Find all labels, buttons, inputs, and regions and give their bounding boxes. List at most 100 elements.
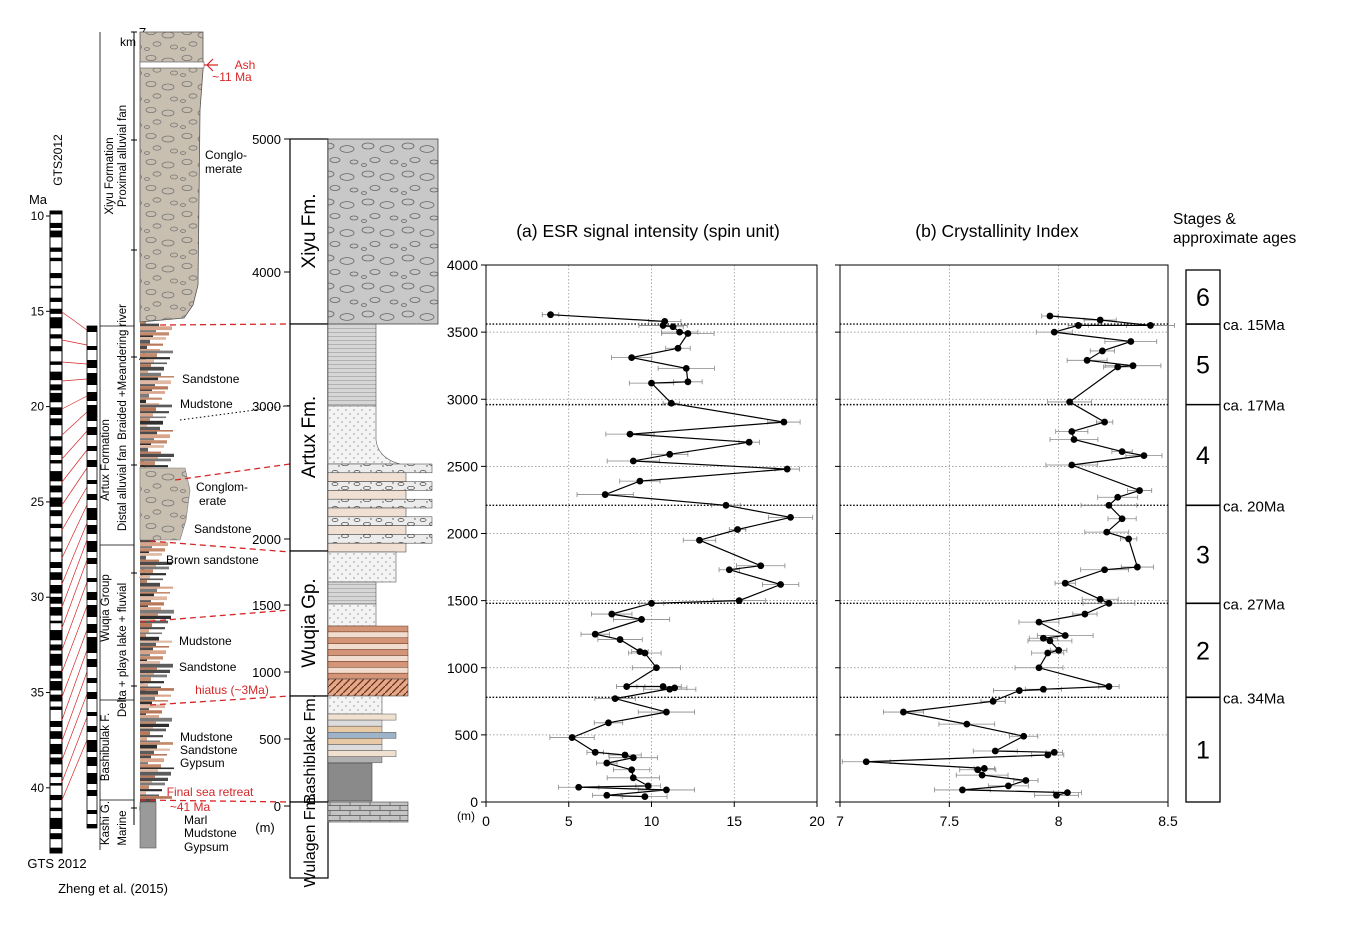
- data-point: [1068, 428, 1076, 435]
- data-point: [1105, 683, 1113, 690]
- data-point: [1114, 493, 1122, 501]
- lithology-stripe: [140, 389, 152, 392]
- chart-esr: (a) ESR signal intensity (spin unit) 0 5 1…: [447, 221, 825, 829]
- formation-wuqia: Wuqia Gp.: [299, 578, 320, 667]
- data-point: [745, 438, 753, 446]
- label-delta-playa-fluvial: Delta + playa lake + fluvial: [117, 583, 129, 717]
- lithology-stripe: [140, 539, 155, 543]
- bashiblake-bed: [327, 738, 383, 745]
- lithology-stripe: [140, 586, 173, 589]
- gts-normal-chron: [50, 743, 62, 755]
- correlation-line: [61, 378, 88, 382]
- lith-mudstone-1: Mudstone: [180, 397, 233, 411]
- data-point: [989, 697, 997, 705]
- conglomerate-bed: [327, 534, 433, 544]
- bashiblake-bed: [327, 756, 383, 764]
- data-point: [1004, 782, 1012, 790]
- lith-mudstone-2: Mudstone: [179, 634, 232, 648]
- data-point: [1118, 515, 1126, 523]
- mid-artux-conglomerate-stack: [327, 463, 433, 553]
- conglomerate-bed: [327, 498, 433, 509]
- gts-normal-chron: [50, 346, 62, 352]
- lithology-stripe: [140, 345, 147, 349]
- magneto-normal-zone: [87, 637, 97, 653]
- data-point: [603, 759, 611, 767]
- label-wuqia-group: Wuqia Group: [100, 574, 112, 642]
- lithology-stripe: [140, 559, 159, 562]
- gts-normal-chron: [50, 644, 62, 651]
- brown-sandstone-bed: [327, 631, 409, 639]
- gts-normal-chron: [50, 317, 62, 329]
- mid-depth-label: 1500: [252, 598, 281, 613]
- chart-esr-title: (a) ESR signal intensity (spin unit): [516, 221, 780, 241]
- y-tick-label: 1500: [447, 593, 478, 609]
- artux-conglomerate-lens: [139, 467, 191, 541]
- lithology-stripe: [140, 404, 172, 408]
- gts-tick-label: 30: [31, 590, 45, 604]
- lithology-stripe: [140, 674, 167, 678]
- data-point: [1035, 618, 1043, 626]
- lithology-stripe: [140, 728, 166, 732]
- xiyu-conglomerate-body: [139, 31, 204, 323]
- lithology-stripe: [140, 798, 156, 803]
- magneto-normal-zone: [87, 525, 97, 534]
- magneto-normal-zone: [87, 541, 97, 552]
- lithology-stripe: [140, 372, 161, 376]
- mid-depth-label: 5000: [252, 132, 281, 147]
- y-axis-unit: (m): [457, 809, 475, 823]
- lithology-stripe: [140, 607, 161, 610]
- lithology-stripe: [140, 789, 162, 792]
- lithology-stripe: [140, 592, 170, 594]
- gts-normal-chron: [50, 772, 62, 778]
- stage-column-frame: [1185, 269, 1221, 803]
- gts-tick-label: 40: [31, 781, 45, 795]
- conglomerate-bed: [327, 542, 407, 553]
- data-point: [1068, 461, 1076, 469]
- bashiblake-bed: [327, 732, 397, 739]
- y-tick-label: 4000: [447, 257, 478, 273]
- brown-sandstone-bed: [327, 637, 409, 644]
- gts-normal-chron: [50, 211, 62, 215]
- gts-normal-chron: [50, 334, 62, 339]
- lithology-stripe: [140, 754, 167, 756]
- data-point: [1053, 791, 1060, 799]
- lithology-stripe: [140, 434, 170, 439]
- y-tick-label: 3000: [447, 391, 478, 407]
- correlation-line: [61, 739, 88, 801]
- correlation-line: [61, 486, 88, 531]
- correlation-line: [61, 504, 88, 559]
- lithology-stripe: [140, 411, 169, 414]
- lithology-stripe: [140, 440, 167, 444]
- lithology-stripe: [140, 708, 149, 711]
- gts-normal-chron: [50, 681, 62, 691]
- lithology-stripe: [140, 717, 172, 722]
- data-point: [591, 630, 599, 638]
- data-point: [1125, 535, 1133, 543]
- lithology-stripe: [140, 688, 174, 691]
- gts-normal-chron: [50, 230, 62, 238]
- lithology-stripe: [140, 588, 157, 592]
- conglomerate-bed: [327, 490, 407, 500]
- conglomerate-bed: [327, 463, 433, 474]
- magneto-normal-zone: [87, 346, 97, 350]
- lithology-stripe: [140, 555, 146, 560]
- data-point: [547, 311, 554, 319]
- data-point: [974, 766, 982, 774]
- data-point: [641, 649, 649, 657]
- gts-normal-chron: [50, 817, 62, 829]
- data-point: [676, 328, 684, 336]
- brown-sandstone-bed: [327, 643, 409, 650]
- gts-normal-chron: [50, 371, 62, 381]
- mid-depth-label: 1000: [252, 665, 281, 680]
- lithology-stripe: [140, 420, 163, 425]
- conglomerate-bed: [327, 507, 407, 518]
- data-point: [783, 465, 791, 473]
- data-point: [623, 683, 631, 690]
- magneto-normal-zone: [87, 446, 97, 451]
- mid-depth-label: 3000: [252, 399, 281, 414]
- lithology-stripe: [140, 661, 160, 664]
- data-point: [684, 378, 692, 386]
- mid-wuqia-brown-stack: [327, 625, 409, 680]
- lithology-stripe: [140, 686, 161, 689]
